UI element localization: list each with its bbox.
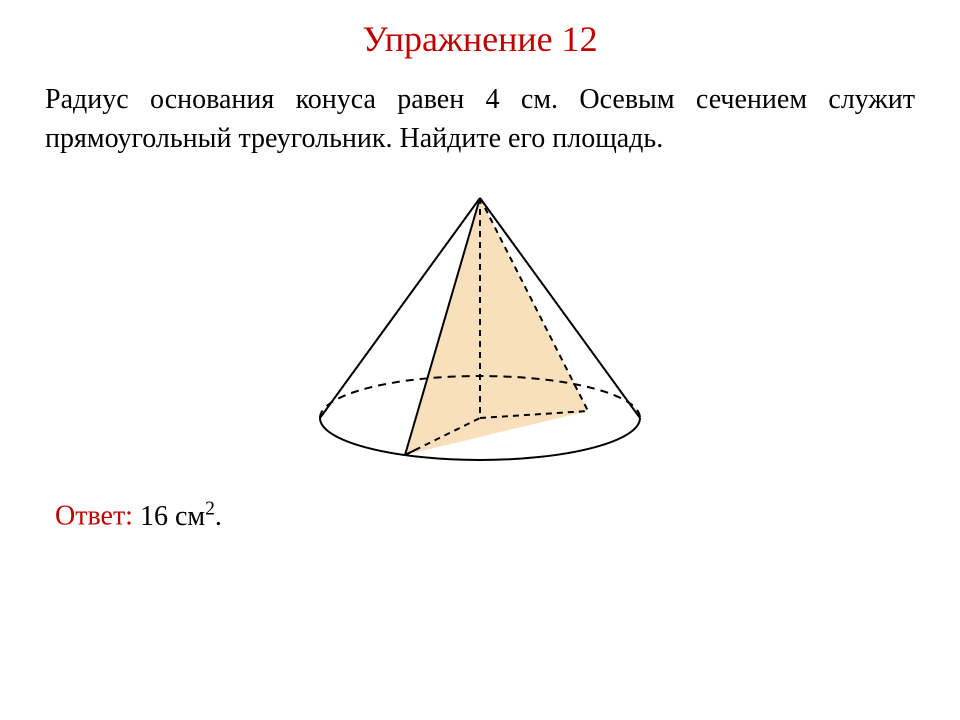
answer-value: 16 см2.	[140, 501, 222, 532]
diagram-container	[0, 178, 960, 478]
exercise-title: Упражнение 12	[0, 0, 960, 60]
cone-diagram	[290, 178, 670, 478]
problem-statement: Радиус основания конуса равен 4 см. Осев…	[0, 60, 960, 158]
answer-value-text: 16 см	[140, 501, 205, 532]
answer-superscript: 2	[205, 498, 215, 519]
answer-row: Ответ: 16 см2.	[0, 478, 960, 532]
answer-suffix: .	[215, 501, 222, 532]
answer-label: Ответ:	[55, 501, 133, 532]
